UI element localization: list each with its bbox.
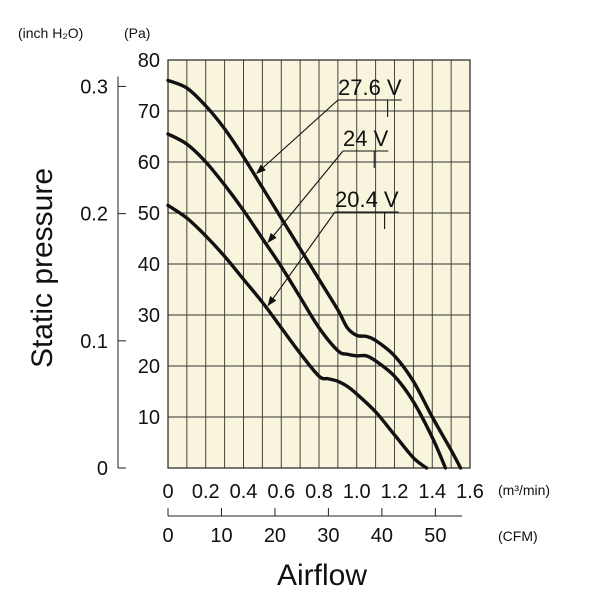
y-tick-label: 40 bbox=[138, 254, 160, 276]
series-annotation-label: 20.4 V bbox=[335, 187, 399, 212]
series-lines bbox=[166, 78, 463, 470]
annotation-arrow bbox=[267, 211, 336, 307]
series-line-24-V bbox=[166, 132, 448, 470]
x-tick-label: 1.0 bbox=[343, 481, 371, 503]
y-tick-label: 20 bbox=[138, 356, 160, 378]
x-tick-label: 1.2 bbox=[381, 481, 409, 503]
x2-tick-label: 50 bbox=[424, 525, 446, 547]
y2-tick-label: 0.3 bbox=[80, 76, 108, 98]
plot-frame bbox=[167, 59, 471, 469]
y2-tick-label: 0 bbox=[97, 458, 108, 480]
tick-labels: 0 0.2 0.4 0.6 0.8 1.0 1.2 1.4 1.6 0 10 20 30 40 50 10 20… bbox=[80, 50, 484, 547]
x-unit-label: (m³/min) bbox=[498, 482, 550, 498]
x2-tick-label: 30 bbox=[317, 525, 339, 547]
axes bbox=[117, 59, 471, 517]
x-tick-label: 0.8 bbox=[305, 481, 333, 503]
x2-tick-label: 10 bbox=[210, 525, 232, 547]
x-axis-title: Airflow bbox=[277, 559, 367, 592]
x2-tick-label: 0 bbox=[162, 525, 173, 547]
y-tick-label: 60 bbox=[138, 152, 160, 174]
series-line-20-4-V bbox=[166, 203, 429, 470]
series-annotation-label: 27.6 V bbox=[338, 75, 402, 100]
y-tick-label: 70 bbox=[138, 101, 160, 123]
x-tick-label: 0 bbox=[162, 481, 173, 503]
x-tick-label: 0.6 bbox=[267, 481, 295, 503]
x-tick-label: 1.4 bbox=[418, 481, 446, 503]
x2-tick-label: 20 bbox=[264, 525, 286, 547]
x-tick-label: 0.4 bbox=[230, 481, 258, 503]
y-tick-label: 50 bbox=[138, 203, 160, 225]
y-axis-title: Static pressure bbox=[26, 168, 59, 368]
x-tick-label: 0.2 bbox=[192, 481, 220, 503]
x2-tick-label: 40 bbox=[371, 525, 393, 547]
annotation-arrow bbox=[267, 150, 344, 243]
x2-unit-label: (CFM) bbox=[498, 528, 538, 544]
y-tick-label: 80 bbox=[138, 50, 160, 72]
y-unit-label: (Pa) bbox=[124, 25, 150, 41]
x-tick-label: 1.6 bbox=[456, 481, 484, 503]
y2-unit-label: (inch H₂O) bbox=[18, 25, 83, 41]
y2-tick-label: 0.1 bbox=[80, 331, 108, 353]
y-tick-label: 30 bbox=[138, 305, 160, 327]
series-annotation-label: 24 V bbox=[343, 126, 389, 151]
series-line-27-6-V bbox=[166, 78, 463, 470]
y2-tick-label: 0.2 bbox=[80, 204, 108, 226]
series-annotations: 27.6 V 24 V 20.4 V bbox=[256, 75, 402, 307]
annotation-arrow bbox=[256, 99, 339, 174]
y-tick-label: 10 bbox=[138, 407, 160, 429]
